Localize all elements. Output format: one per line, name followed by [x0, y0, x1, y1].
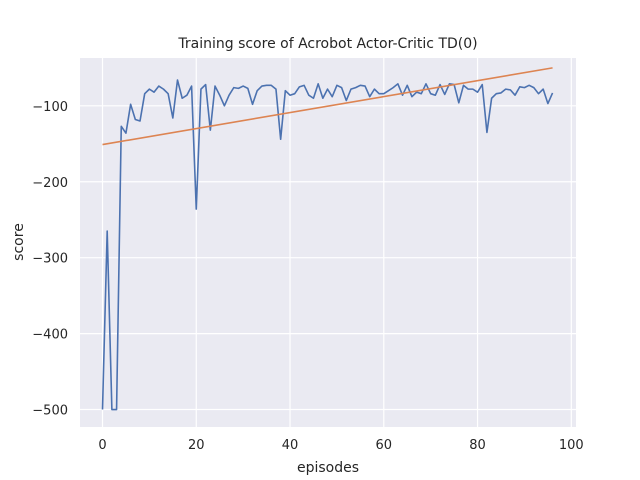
tick-labels: 0 20 40 60 80 100 −500 −400 −300 −200 −100 — [32, 100, 583, 453]
y-tick-label: −300 — [32, 252, 68, 267]
x-tick-label: 20 — [188, 438, 205, 453]
y-axis-label: score — [11, 223, 27, 261]
x-axis-label: episodes — [297, 460, 359, 476]
chart-title: Training score of Acrobot Actor-Critic T… — [177, 36, 477, 52]
y-tick-label: −500 — [32, 404, 68, 419]
plot-area — [80, 58, 576, 427]
y-tick-label: −100 — [32, 100, 68, 115]
x-tick-label: 0 — [98, 438, 106, 453]
trend-series-line — [102, 67, 553, 146]
x-tick-label: 60 — [376, 438, 393, 453]
y-tick-label: −400 — [32, 328, 68, 343]
x-tick-label: 40 — [282, 438, 299, 453]
y-tick-label: −200 — [32, 176, 68, 191]
score-series-line — [101, 79, 554, 411]
x-tick-label: 80 — [469, 438, 486, 453]
x-tick-label: 100 — [559, 438, 584, 453]
series-layer — [101, 67, 554, 411]
